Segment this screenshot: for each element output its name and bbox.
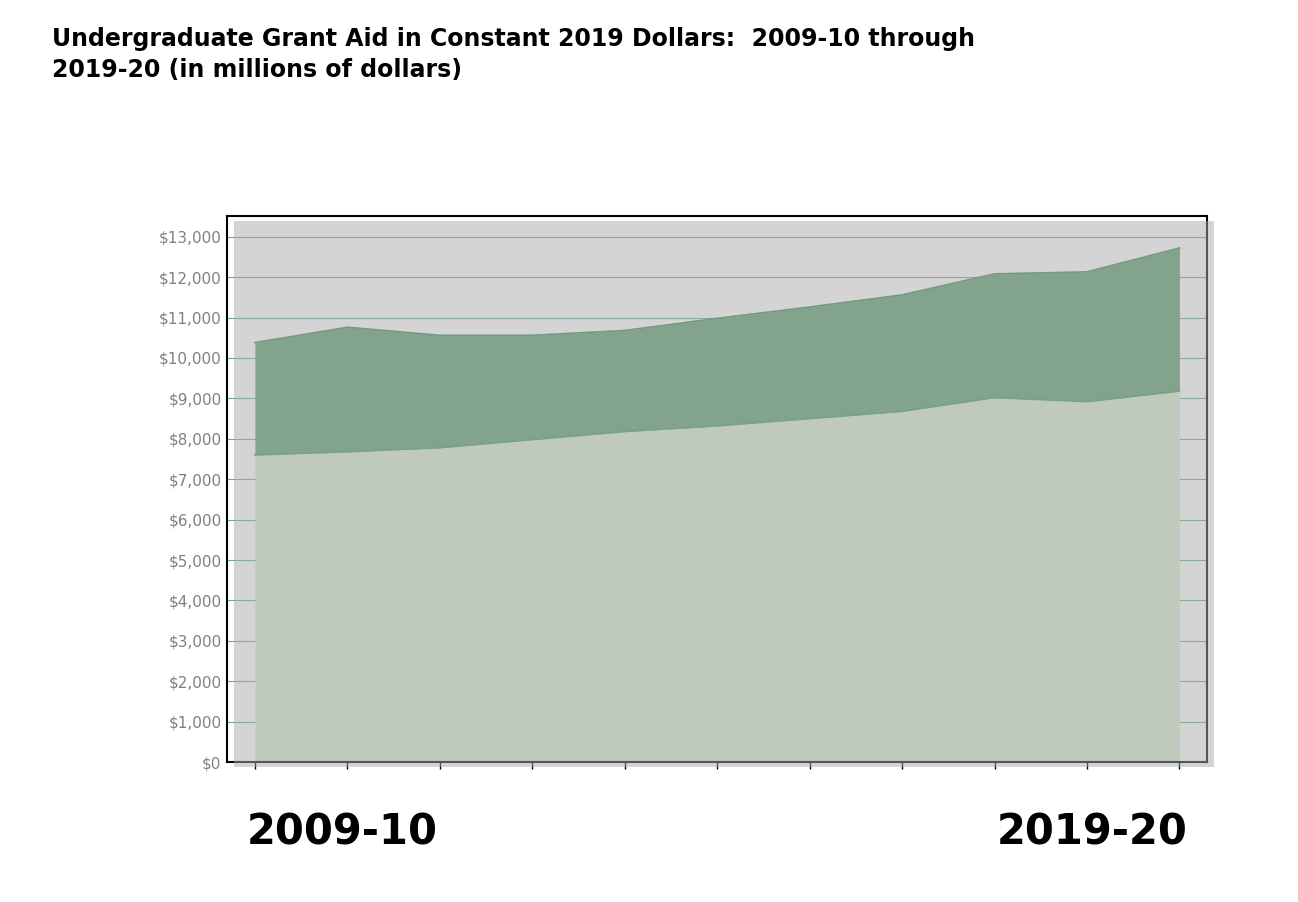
- Text: 2019-20: 2019-20: [997, 812, 1188, 854]
- Text: Undergraduate Grant Aid in Constant 2019 Dollars:  2009-10 through
2019-20 (in m: Undergraduate Grant Aid in Constant 2019…: [52, 27, 975, 82]
- Text: 2009-10: 2009-10: [247, 812, 437, 854]
